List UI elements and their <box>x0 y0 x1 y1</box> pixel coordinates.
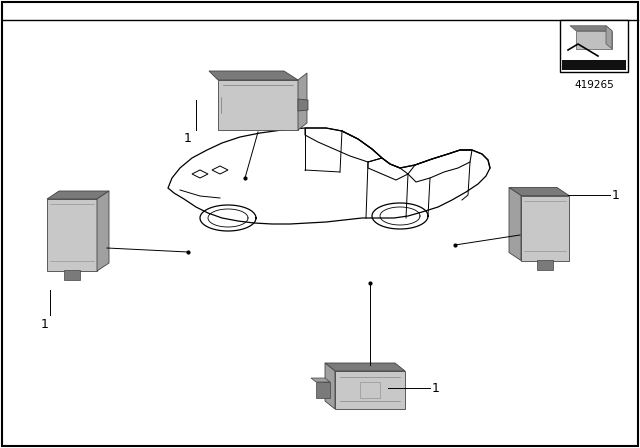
Polygon shape <box>576 31 612 49</box>
Bar <box>537 259 553 270</box>
Polygon shape <box>298 73 307 130</box>
Polygon shape <box>47 199 97 271</box>
Bar <box>360 382 380 398</box>
Text: 1: 1 <box>184 132 192 145</box>
Bar <box>562 60 626 70</box>
Text: 1: 1 <box>41 318 49 331</box>
Polygon shape <box>335 371 405 409</box>
Bar <box>316 382 330 398</box>
Polygon shape <box>218 80 298 130</box>
Polygon shape <box>311 378 330 382</box>
Polygon shape <box>509 188 569 195</box>
Polygon shape <box>521 195 569 260</box>
Bar <box>560 20 628 72</box>
Polygon shape <box>47 191 109 199</box>
Polygon shape <box>570 26 612 31</box>
Polygon shape <box>325 363 335 409</box>
Text: 1: 1 <box>612 189 620 202</box>
Text: 1: 1 <box>432 382 440 395</box>
Polygon shape <box>97 191 109 271</box>
Polygon shape <box>298 99 308 111</box>
Text: 419265: 419265 <box>574 80 614 90</box>
Polygon shape <box>509 188 521 260</box>
Polygon shape <box>606 26 612 49</box>
Polygon shape <box>209 71 298 80</box>
Polygon shape <box>325 363 405 371</box>
Bar <box>64 270 80 280</box>
